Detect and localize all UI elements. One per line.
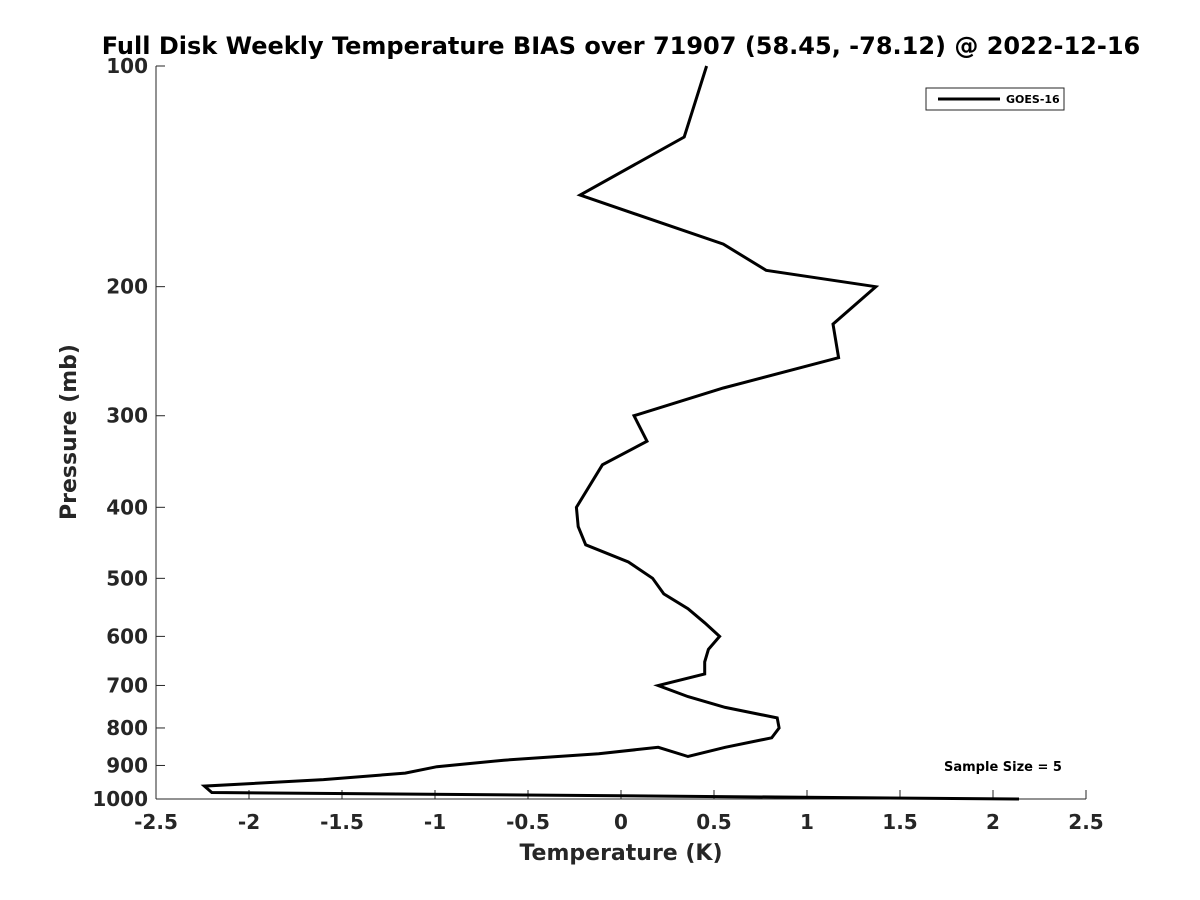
y-tick-label: 600 bbox=[106, 624, 148, 648]
y-tick-label: 400 bbox=[106, 495, 148, 519]
x-tick-label: 1.5 bbox=[882, 810, 917, 834]
y-tick-label: 100 bbox=[106, 54, 148, 78]
x-tick-label: 2 bbox=[986, 810, 1000, 834]
legend: GOES-16 bbox=[925, 87, 1065, 111]
x-tick-label: -2 bbox=[238, 810, 260, 834]
x-axis-label: Temperature (K) bbox=[519, 841, 722, 866]
y-tick-label: 700 bbox=[106, 673, 148, 697]
x-tick-label: 0 bbox=[614, 810, 628, 834]
y-tick-label: 1000 bbox=[92, 787, 148, 811]
annotations: Sample Size = 5 bbox=[944, 760, 1062, 775]
series-layer bbox=[200, 65, 1020, 801]
chart-title: Full Disk Weekly Temperature BIAS over 7… bbox=[102, 32, 1141, 60]
x-tick-label: -0.5 bbox=[506, 810, 550, 834]
y-tick-label: 500 bbox=[106, 566, 148, 590]
legend-entry-label: GOES-16 bbox=[1006, 93, 1060, 106]
x-tick-label: 1 bbox=[800, 810, 814, 834]
x-tick-label: -1 bbox=[424, 810, 446, 834]
y-tick-label: 900 bbox=[106, 753, 148, 777]
y-axis-label: Pressure (mb) bbox=[57, 344, 82, 520]
axes bbox=[155, 66, 1086, 800]
x-tick-label: 0.5 bbox=[696, 810, 731, 834]
ticks: -2.5 -2 -1.5 -1 -0.5 0 0.5 1 1.5 2 2.5 100 200 300 400… bbox=[92, 54, 1103, 834]
sample-size-annotation: Sample Size = 5 bbox=[944, 760, 1062, 775]
x-tick-label: 2.5 bbox=[1068, 810, 1103, 834]
series-line-goes-16 bbox=[200, 65, 1020, 801]
y-tick-label: 300 bbox=[106, 404, 148, 428]
x-tick-label: -1.5 bbox=[320, 810, 364, 834]
y-tick-label: 200 bbox=[106, 275, 148, 299]
y-tick-label: 800 bbox=[106, 716, 148, 740]
x-tick-label: -2.5 bbox=[134, 810, 178, 834]
